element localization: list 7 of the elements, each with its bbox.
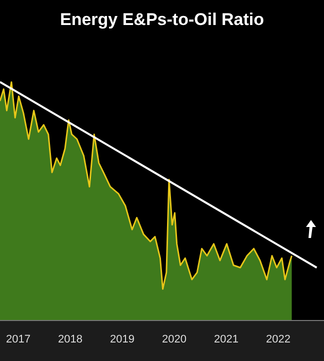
x-tick-label: 2018 bbox=[58, 334, 82, 346]
chart-title: Energy E&Ps-to-Oil Ratio bbox=[60, 10, 264, 29]
x-tick-label: 2022 bbox=[266, 334, 290, 346]
x-tick-label: 2017 bbox=[6, 334, 30, 346]
x-tick-label: 2021 bbox=[214, 334, 238, 346]
x-tick-label: 2020 bbox=[162, 334, 186, 346]
x-tick-label: 2019 bbox=[110, 334, 134, 346]
